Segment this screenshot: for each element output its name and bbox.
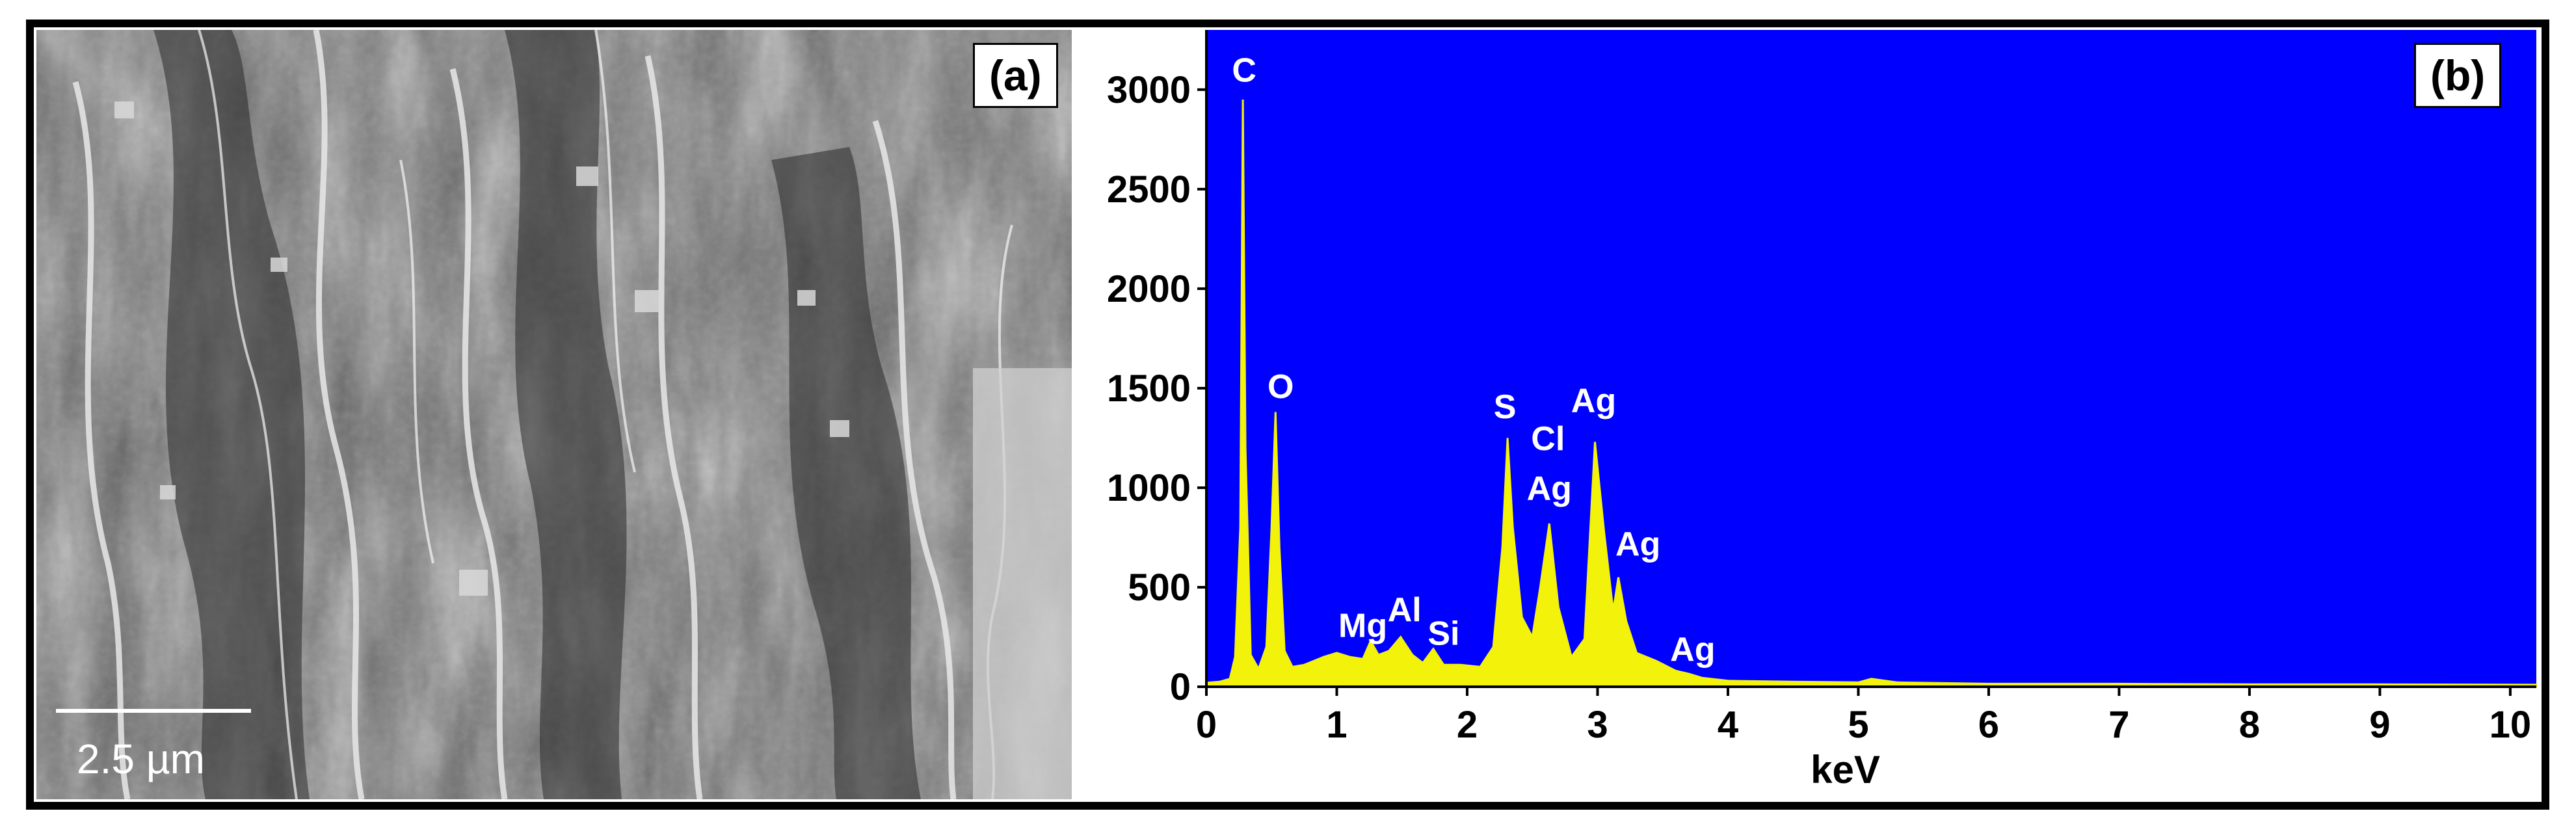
- sem-micrograph-panel: 2.5 µm (a): [36, 30, 1072, 799]
- peak-label-si: Si: [1427, 615, 1459, 653]
- peak-label-mg: Mg: [1338, 607, 1387, 644]
- y-tick-label: 3000: [1107, 69, 1191, 111]
- y-tick-label: 500: [1128, 566, 1191, 609]
- spectrum-series-0: [1205, 100, 2538, 688]
- panel-b-label: (b): [2414, 43, 2502, 108]
- x-tick-label: 8: [2239, 704, 2260, 746]
- peak-label-ag: Ag: [1670, 631, 1715, 669]
- peak-label-ag: Ag: [1527, 470, 1572, 507]
- x-tick-label: 2: [1457, 704, 1478, 746]
- x-tick-label: 7: [2108, 704, 2129, 746]
- y-tick-label: 2500: [1107, 168, 1191, 211]
- y-tick-label: 0: [1170, 666, 1191, 708]
- x-tick-label: 6: [1978, 704, 1999, 746]
- plot-background: [1206, 30, 2536, 687]
- x-tick-label: 3: [1587, 704, 1608, 746]
- x-tick-label: 5: [1848, 704, 1868, 746]
- eds-spectrum-panel: 0 500 1000 1500 2000 2500 3000 0 1 2 3 4 5 6 7 8 9 10 C O M…: [1073, 30, 2542, 799]
- peak-label-o: O: [1268, 368, 1294, 406]
- y-tick-label: 2000: [1107, 268, 1191, 310]
- eds-spectrum-chart: 0 500 1000 1500 2000 2500 3000 0 1 2 3 4 5 6 7 8 9 10 C O M…: [1107, 30, 2538, 791]
- y-tick-label: 1500: [1107, 367, 1191, 410]
- x-tick-label: 9: [2369, 704, 2390, 746]
- y-tick-label: 1000: [1107, 467, 1191, 509]
- peak-label-ag: Ag: [1615, 525, 1660, 563]
- peak-label-cl: Cl: [1531, 420, 1565, 458]
- scale-bar-label: 2.5 µm: [77, 736, 205, 782]
- peak-label-c: C: [1232, 52, 1256, 90]
- panel-a-label: (a): [973, 43, 1058, 108]
- scale-bar: [56, 709, 251, 713]
- x-tick-label: 4: [1718, 704, 1738, 746]
- x-tick-label: 0: [1196, 704, 1217, 746]
- sem-micrograph-image: [36, 30, 1072, 799]
- x-axis-title: keV: [1811, 748, 1880, 791]
- peak-label-s: S: [1494, 388, 1517, 426]
- x-tick-label: 1: [1326, 704, 1347, 746]
- peak-label-ag: Ag: [1571, 382, 1616, 420]
- x-tick-label: 10: [2490, 704, 2532, 746]
- peak-label-al: Al: [1388, 591, 1422, 629]
